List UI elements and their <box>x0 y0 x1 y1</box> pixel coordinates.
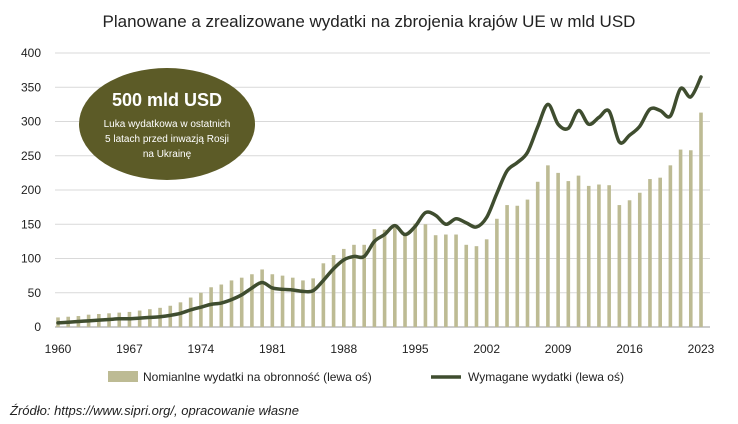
bar <box>352 244 356 327</box>
x-tick-label: 1960 <box>45 342 72 356</box>
legend-swatch-bars <box>108 371 138 382</box>
bar <box>270 274 275 327</box>
y-tick-label: 400 <box>21 46 41 60</box>
bar <box>229 280 234 327</box>
bar <box>444 234 448 327</box>
y-tick-label: 200 <box>21 183 41 197</box>
bar <box>219 284 224 327</box>
bar <box>484 239 489 327</box>
y-axis-ticks: 0 50 100 150 200 250 300 350 400 <box>21 46 41 334</box>
annotation-badge: 500 mld USD Luka wydatkowa w ostatnich 5… <box>79 68 255 180</box>
y-tick-label: 350 <box>21 80 41 94</box>
y-tick-label: 0 <box>34 320 41 334</box>
bar <box>627 200 632 327</box>
bar <box>556 172 560 328</box>
x-tick-label: 2023 <box>688 342 715 356</box>
annotation-line-1: Luka wydatkowa w ostatnich <box>104 119 231 130</box>
bar <box>505 205 509 327</box>
x-tick-label: 1995 <box>402 342 429 356</box>
legend-label-line: Wymagane wydatki (lewa oś) <box>468 370 624 384</box>
bar <box>403 234 407 327</box>
x-axis-ticks: 1960 1967 1974 1981 1988 1995 2002 2009 2016 2023 <box>45 342 715 356</box>
bar <box>433 235 438 327</box>
bar <box>260 269 264 327</box>
bar <box>464 244 469 327</box>
annotation-line-2: 5 latach przed inwazją Rosji <box>105 134 229 145</box>
bar <box>423 224 428 327</box>
chart-area: Planowane a zrealizowane wydatki na zbro… <box>21 12 715 384</box>
bar <box>393 227 397 327</box>
legend-label-bars: Nomianlne wydatki na obronność (lewa oś) <box>143 370 372 384</box>
bar <box>535 181 540 327</box>
bar <box>495 218 499 327</box>
x-tick-label: 2009 <box>545 342 572 356</box>
bar <box>331 255 336 327</box>
source-note: Źródło: https://www.sipri.org/, opracowa… <box>10 403 300 418</box>
bar <box>362 244 366 327</box>
bar <box>474 246 479 327</box>
bar <box>648 179 652 327</box>
bar <box>699 112 703 327</box>
chart-title: Planowane a zrealizowane wydatki na zbro… <box>103 12 636 31</box>
y-tick-label: 100 <box>21 252 41 266</box>
bar <box>250 274 254 327</box>
x-tick-label: 1967 <box>116 342 143 356</box>
bar <box>678 149 683 327</box>
bar <box>617 205 622 327</box>
annotation-ellipse <box>79 68 255 180</box>
bar <box>658 177 662 327</box>
bar <box>515 205 520 327</box>
bar <box>382 229 387 327</box>
bar <box>586 185 591 327</box>
bar <box>607 185 611 327</box>
bar <box>413 223 418 327</box>
x-tick-label: 2002 <box>473 342 500 356</box>
bar <box>566 181 571 327</box>
bar <box>525 199 530 327</box>
legend: Nomianlne wydatki na obronność (lewa oś)… <box>108 370 624 384</box>
bar <box>301 280 305 327</box>
y-tick-label: 50 <box>28 286 42 300</box>
bar <box>597 184 601 327</box>
annotation-headline: 500 mld USD <box>112 90 222 110</box>
bar <box>199 292 203 327</box>
bar <box>311 278 315 327</box>
x-tick-label: 1981 <box>259 342 286 356</box>
x-tick-label: 1974 <box>188 342 215 356</box>
x-tick-label: 2016 <box>616 342 643 356</box>
y-tick-label: 150 <box>21 217 41 231</box>
bar <box>372 229 377 327</box>
bar <box>576 175 581 327</box>
y-tick-label: 250 <box>21 149 41 163</box>
bar <box>637 192 642 327</box>
bar <box>668 165 673 327</box>
bar <box>209 287 213 327</box>
bar <box>341 248 346 327</box>
bar <box>280 275 285 328</box>
bar <box>546 165 550 327</box>
bar <box>321 263 326 327</box>
bar <box>290 277 295 327</box>
x-tick-label: 1988 <box>330 342 357 356</box>
bar <box>454 234 458 327</box>
y-tick-label: 300 <box>21 115 41 129</box>
bar <box>688 150 693 327</box>
bar <box>188 297 193 327</box>
annotation-line-3: na Ukrainę <box>143 149 192 160</box>
line-series-required-spending <box>56 75 703 325</box>
bar <box>239 277 244 327</box>
